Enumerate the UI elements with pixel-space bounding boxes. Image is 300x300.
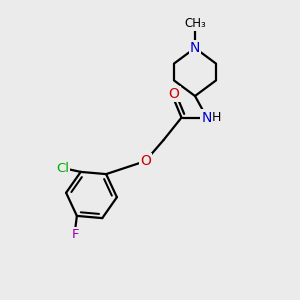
Text: N: N bbox=[201, 111, 212, 124]
Text: N: N bbox=[190, 41, 200, 55]
Text: Cl: Cl bbox=[56, 162, 69, 175]
Text: O: O bbox=[169, 87, 179, 101]
Text: O: O bbox=[140, 154, 151, 168]
Text: CH₃: CH₃ bbox=[184, 16, 206, 30]
Text: H: H bbox=[211, 111, 221, 124]
Text: F: F bbox=[72, 228, 79, 241]
